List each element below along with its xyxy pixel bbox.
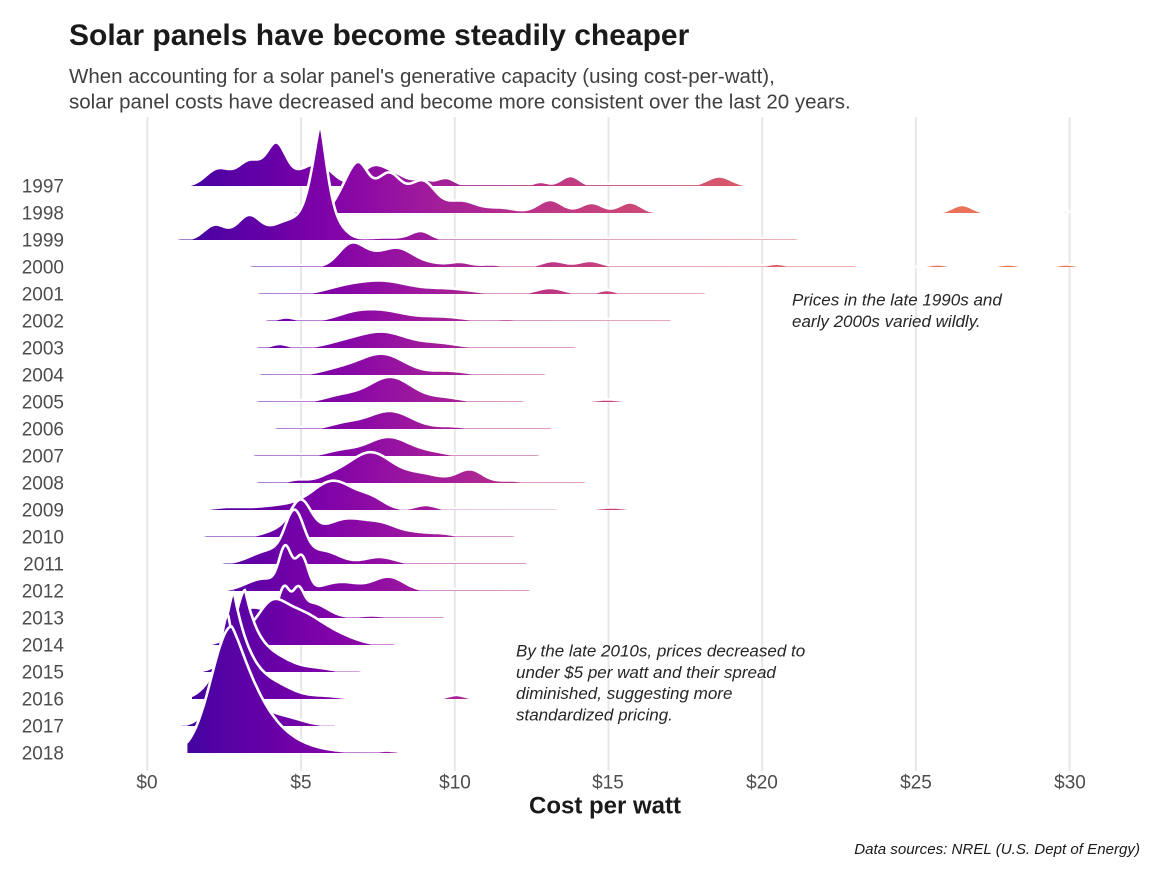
svg-text:2016: 2016: [22, 690, 64, 711]
svg-text:1998: 1998: [22, 204, 64, 225]
svg-text:$10: $10: [439, 773, 471, 794]
svg-text:2001: 2001: [22, 285, 64, 306]
svg-text:2006: 2006: [22, 420, 64, 441]
svg-text:2009: 2009: [22, 501, 64, 522]
svg-text:2007: 2007: [22, 447, 64, 468]
svg-text:2015: 2015: [22, 663, 64, 684]
svg-text:1997: 1997: [22, 177, 64, 198]
svg-text:$5: $5: [290, 773, 311, 794]
svg-text:2000: 2000: [22, 258, 64, 279]
svg-text:2008: 2008: [22, 474, 64, 495]
svg-text:2017: 2017: [22, 717, 64, 738]
svg-text:2004: 2004: [22, 366, 65, 387]
svg-text:$25: $25: [900, 773, 932, 794]
svg-text:diminished, suggesting more: diminished, suggesting more: [516, 684, 732, 703]
svg-text:2014: 2014: [22, 636, 65, 657]
svg-text:Solar panels have become stead: Solar panels have become steadily cheape…: [69, 19, 690, 52]
svg-text:2011: 2011: [23, 555, 64, 576]
svg-text:2003: 2003: [22, 339, 64, 360]
svg-text:$20: $20: [746, 773, 778, 794]
svg-text:2013: 2013: [22, 609, 64, 630]
svg-text:$30: $30: [1054, 773, 1086, 794]
svg-text:Prices in the late 1990s and: Prices in the late 1990s and: [792, 291, 1002, 310]
svg-text:1999: 1999: [22, 231, 64, 252]
svg-text:2018: 2018: [22, 744, 64, 765]
svg-text:By the late 2010s, prices decr: By the late 2010s, prices decreased to: [516, 642, 805, 661]
svg-text:standardized pricing.: standardized pricing.: [516, 705, 673, 724]
svg-text:solar panel costs have decreas: solar panel costs have decreased and bec…: [69, 91, 851, 114]
svg-text:2005: 2005: [22, 393, 64, 414]
svg-text:2012: 2012: [22, 582, 64, 603]
svg-text:$15: $15: [592, 773, 624, 794]
svg-text:Data sources: NREL (U.S. Dept: Data sources: NREL (U.S. Dept of Energy): [854, 841, 1140, 858]
svg-text:early 2000s varied wildly.: early 2000s varied wildly.: [792, 312, 981, 331]
svg-text:under $5 per watt and their sp: under $5 per watt and their spread: [516, 663, 776, 682]
svg-text:When accounting for a solar pa: When accounting for a solar panel's gene…: [69, 65, 775, 88]
svg-text:2010: 2010: [22, 528, 64, 549]
svg-text:Cost per watt: Cost per watt: [529, 793, 681, 820]
svg-text:$0: $0: [136, 773, 157, 794]
svg-text:2002: 2002: [22, 312, 64, 333]
